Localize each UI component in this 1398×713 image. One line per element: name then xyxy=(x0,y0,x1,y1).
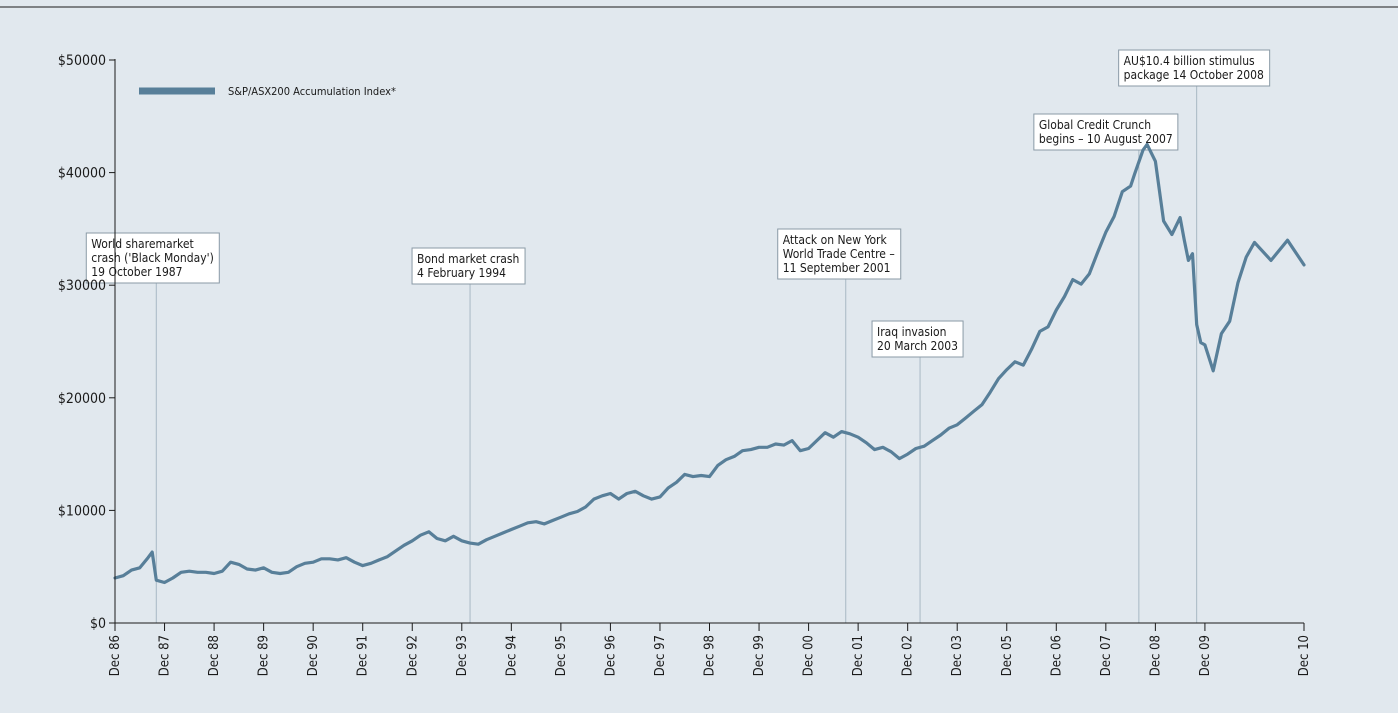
x-tick-label: Dec 02 xyxy=(901,635,916,676)
x-tick-label: Dec 93 xyxy=(455,635,470,676)
x-tick-label: Dec 07 xyxy=(1099,635,1114,676)
annotation-text: World sharemarket xyxy=(91,237,193,251)
y-tick-label: $40000 xyxy=(58,166,106,182)
annotation-box xyxy=(1033,113,1179,151)
annotation-text: AU$10.4 billion stimulus xyxy=(1124,54,1255,68)
x-tick-label: Dec 97 xyxy=(653,635,668,676)
x-tick-label: Dec 88 xyxy=(207,635,222,676)
annotation-box xyxy=(777,228,902,280)
x-tick-label: Dec 91 xyxy=(356,635,371,676)
annotation-text: 11 September 2001 xyxy=(783,261,891,275)
y-tick-label: $10000 xyxy=(58,503,106,519)
x-tick-label: Dec 98 xyxy=(703,635,718,676)
x-tick-label: Dec 90 xyxy=(306,635,321,676)
series-line-0 xyxy=(113,142,1306,585)
annotation-box xyxy=(871,320,964,358)
annotation-text: Global Credit Crunch xyxy=(1039,118,1151,132)
annotation-text: begins – 10 August 2007 xyxy=(1039,132,1173,146)
annotation-text: 19 October 1987 xyxy=(91,265,182,279)
y-tick-label: $0 xyxy=(90,616,106,632)
annotation-text: Attack on New York xyxy=(783,233,888,247)
annotation-box xyxy=(411,247,526,285)
x-tick-label: Dec 01 xyxy=(851,635,866,676)
x-tick-label: Dec 89 xyxy=(257,635,272,676)
x-tick-label: Dec 94 xyxy=(504,635,519,676)
annotation-text: 20 March 2003 xyxy=(877,339,958,353)
y-tick-label: $30000 xyxy=(58,278,106,294)
x-tick-label: Dec 10 xyxy=(1297,635,1312,676)
axes: $0 $10000 $20000 $30000 $40000 $50000 Dec 86 De… xyxy=(58,53,1312,676)
annotation-text: crash ('Black Monday') xyxy=(91,251,214,265)
x-tick-label: Dec 87 xyxy=(158,635,173,676)
x-tick-label: Dec 09 xyxy=(1198,635,1213,676)
annotation-box xyxy=(85,232,220,284)
x-tick-label: Dec 92 xyxy=(405,635,420,676)
annotation-text: package 14 October 2008 xyxy=(1124,68,1264,82)
legend-label: S&P/ASX200 Accumulation Index* xyxy=(228,85,396,98)
y-tick-label: $20000 xyxy=(58,391,106,407)
x-tick-label: Dec 05 xyxy=(1000,635,1015,676)
x-tick-label: Dec 00 xyxy=(802,635,817,676)
x-tick-label: Dec 95 xyxy=(554,635,569,676)
annotation-text: Bond market crash xyxy=(417,252,519,266)
annotation-text: World Trade Centre – xyxy=(783,247,895,261)
x-tick-label: Dec 08 xyxy=(1148,635,1163,676)
x-tick-label: Dec 03 xyxy=(950,635,965,676)
annotation-text: Iraq invasion xyxy=(877,325,946,339)
annotation-text: 4 February 1994 xyxy=(417,266,506,280)
y-tick-label: $50000 xyxy=(58,53,106,69)
x-tick-label: Dec 06 xyxy=(1049,635,1064,676)
legend: S&P/ASX200 Accumulation Index* xyxy=(139,85,396,98)
x-tick-label: Dec 96 xyxy=(603,635,618,676)
annotation-box xyxy=(1118,49,1271,87)
series-layer xyxy=(113,142,1306,585)
x-tick-label: Dec 99 xyxy=(752,635,767,676)
x-tick-label: Dec 86 xyxy=(108,635,123,676)
